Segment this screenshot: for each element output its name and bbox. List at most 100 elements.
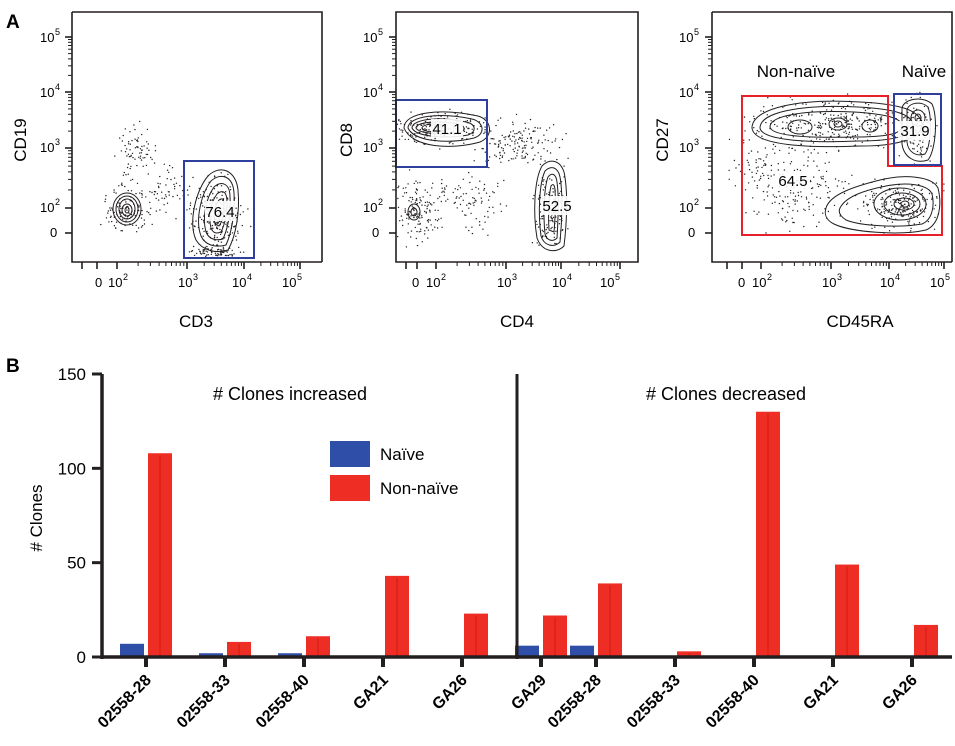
plot2-ticks — [389, 36, 621, 269]
plot2-ylabel: CD8 — [337, 123, 356, 157]
svg-text:10: 10 — [822, 275, 836, 290]
gate-value-64-5: 64.5 — [778, 173, 807, 190]
legend-swatch-non-naive — [330, 475, 370, 501]
svg-text:0: 0 — [412, 275, 419, 290]
plot3-y-tick-labels: 10 5 10 4 10 3 10 2 0 — [679, 27, 699, 240]
x-tick-label: 02558-28 — [545, 672, 605, 732]
plot3-x-tick-labels: 0 10 2 10 3 10 4 10 5 — [738, 272, 950, 290]
x-tick-label: 02558-40 — [703, 672, 763, 732]
x-tick-label: GA21 — [800, 672, 842, 714]
svg-text:10: 10 — [679, 85, 693, 100]
legend: Naïve Non-naïve — [330, 441, 458, 501]
x-tick-label: 02558-33 — [624, 672, 684, 732]
gate-cd3-positive — [183, 160, 255, 259]
svg-text:0: 0 — [95, 275, 102, 290]
svg-text:3: 3 — [694, 137, 699, 147]
svg-text:4: 4 — [55, 82, 60, 92]
plot1-y-tick-labels: 10 5 10 4 10 3 10 2 0 — [40, 27, 60, 240]
svg-text:4: 4 — [895, 272, 900, 282]
legend-swatch-naive — [330, 441, 370, 467]
bar-naive-02558-33 — [199, 653, 223, 657]
svg-text:10: 10 — [363, 200, 377, 215]
svg-text:4: 4 — [378, 82, 383, 92]
svg-text:10: 10 — [40, 140, 54, 155]
plot1-xlabel: CD3 — [179, 312, 213, 331]
y-tick-label: 0 — [77, 648, 86, 667]
gate-value-52-5: 52.5 — [542, 198, 571, 215]
svg-text:10: 10 — [363, 85, 377, 100]
plot2-dots — [396, 108, 569, 248]
svg-text:5: 5 — [615, 272, 620, 282]
svg-text:3: 3 — [378, 137, 383, 147]
gate-value-31-9: 31.9 — [900, 123, 929, 140]
svg-text:0: 0 — [50, 225, 57, 240]
bar-naive-ga29 — [515, 645, 539, 657]
group-title-decreased: # Clones decreased — [646, 384, 806, 404]
plot1-dots — [100, 120, 252, 259]
svg-text:10: 10 — [232, 275, 246, 290]
svg-text:3: 3 — [837, 272, 842, 282]
svg-text:10: 10 — [108, 275, 122, 290]
gate-naive — [893, 93, 942, 166]
svg-text:2: 2 — [55, 197, 60, 207]
plot1-ylabel: CD19 — [11, 118, 30, 161]
svg-text:10: 10 — [178, 275, 192, 290]
svg-text:10: 10 — [600, 275, 614, 290]
svg-text:5: 5 — [297, 272, 302, 282]
bar-chart-axes: 0 50 100 150 02558-28 02558-33 02558-40 GA21 GA2… — [58, 365, 952, 732]
group-title-increased: # Clones increased — [213, 384, 367, 404]
plot2-xlabel: CD4 — [500, 312, 534, 331]
annotation-naive: Naïve — [902, 62, 946, 81]
svg-text:10: 10 — [679, 200, 693, 215]
svg-text:10: 10 — [363, 30, 377, 45]
svg-text:4: 4 — [567, 272, 572, 282]
svg-text:3: 3 — [193, 272, 198, 282]
x-tick-label: GA26 — [429, 672, 471, 714]
x-tick-label: 02558-33 — [174, 672, 234, 732]
gate-value-41-1: 41.1 — [432, 121, 461, 138]
svg-text:4: 4 — [247, 272, 252, 282]
plot2-x-tick-labels: 0 10 2 10 3 10 4 10 5 — [412, 272, 620, 290]
bar-naive-02558-40 — [278, 653, 302, 657]
svg-text:10: 10 — [426, 275, 440, 290]
x-tick-label: 02558-40 — [253, 672, 313, 732]
svg-text:2: 2 — [441, 272, 446, 282]
svg-text:10: 10 — [679, 30, 693, 45]
x-tick-label: GA21 — [350, 672, 392, 714]
plot1-ticks — [65, 36, 301, 269]
svg-text:10: 10 — [752, 275, 766, 290]
y-tick-label: 50 — [67, 554, 86, 573]
svg-text:2: 2 — [378, 197, 383, 207]
y-tick-label: 150 — [58, 365, 86, 384]
flow-plot-cd3-cd19: 76.4 10 5 10 4 10 3 10 2 0 0 10 2 10 3 10 4 10 5… — [11, 11, 323, 331]
legend-label-non-naive: Non-naïve — [380, 479, 458, 498]
svg-text:4: 4 — [694, 82, 699, 92]
bars — [120, 411, 938, 657]
svg-text:3: 3 — [512, 272, 517, 282]
x-tick-label: GA26 — [879, 672, 921, 714]
annotation-non-naive: Non-naïve — [757, 62, 835, 81]
svg-text:5: 5 — [694, 27, 699, 37]
gate-value-76-4: 76.4 — [205, 204, 234, 221]
svg-text:10: 10 — [40, 85, 54, 100]
bar-naive-02558-28 — [570, 645, 594, 657]
plot2-axes — [395, 11, 639, 263]
svg-text:10: 10 — [552, 275, 566, 290]
svg-text:5: 5 — [55, 27, 60, 37]
plot1-x-tick-labels: 0 10 2 10 3 10 4 10 5 — [95, 272, 302, 290]
svg-text:2: 2 — [767, 272, 772, 282]
svg-text:10: 10 — [497, 275, 511, 290]
svg-text:10: 10 — [282, 275, 296, 290]
legend-label-naive: Naïve — [380, 445, 424, 464]
plot3-ticks — [705, 36, 945, 269]
plot3-ylabel: CD27 — [653, 118, 672, 161]
svg-text:2: 2 — [123, 272, 128, 282]
panel-b-label: B — [6, 356, 20, 377]
flow-plot-cd45ra-cd27: 31.9 64.5 Non-naïve Naïve 10 5 10 4 10 3 10… — [653, 11, 953, 331]
svg-text:0: 0 — [372, 225, 379, 240]
svg-text:3: 3 — [55, 137, 60, 147]
bar-chart: # Clones # Clones increased # Clones dec… — [27, 365, 952, 732]
svg-text:2: 2 — [694, 197, 699, 207]
x-tick-label: 02558-28 — [95, 672, 155, 732]
